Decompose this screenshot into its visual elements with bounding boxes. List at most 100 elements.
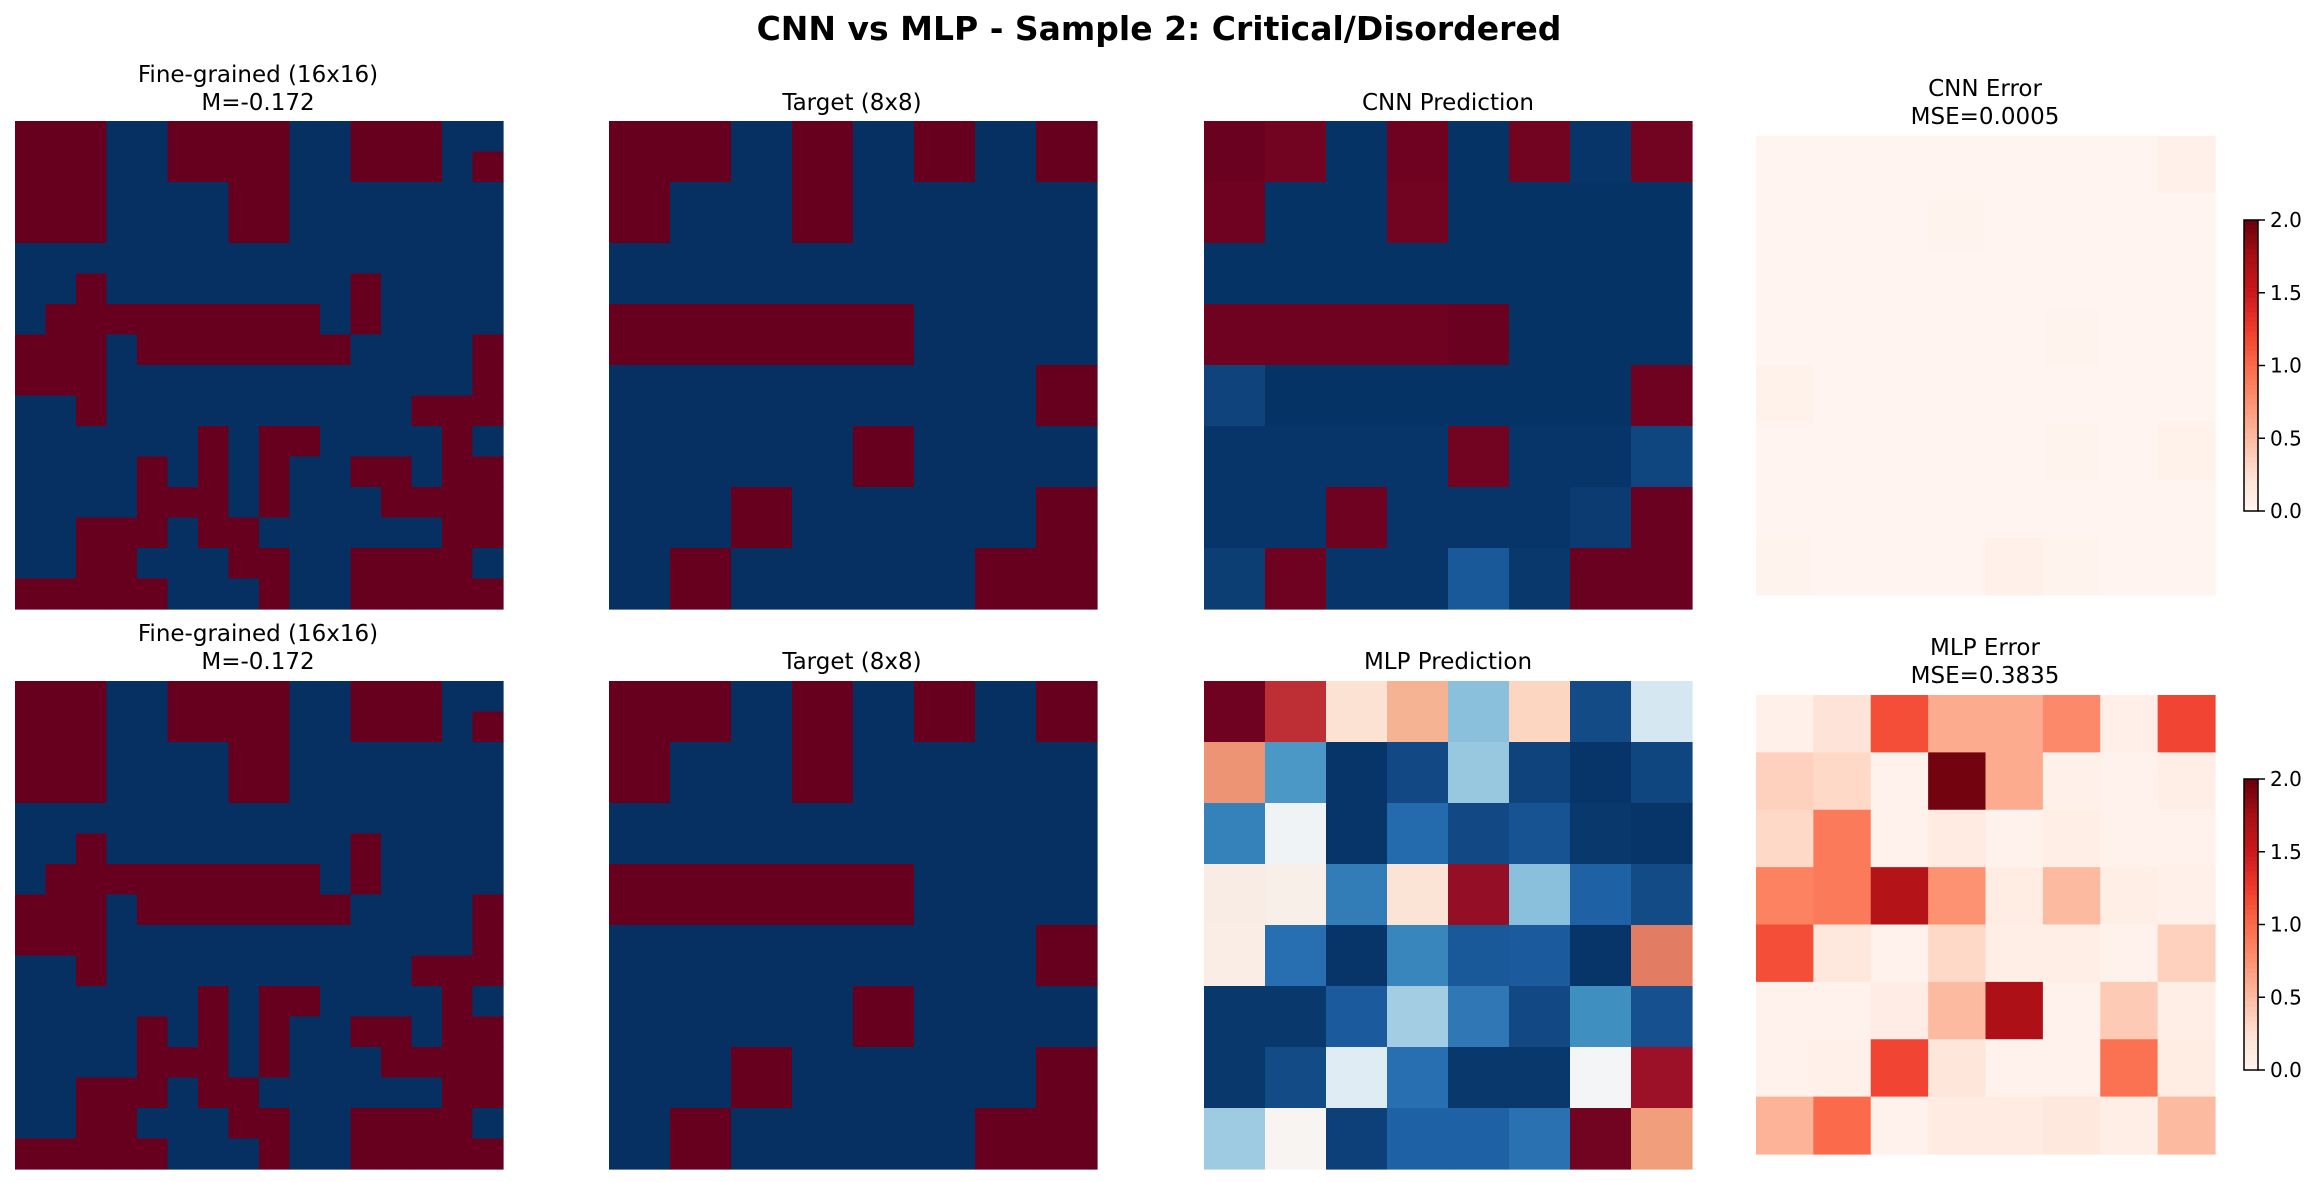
heatmap-cell bbox=[1756, 136, 1814, 194]
colorbar-tick-label: 0.5 bbox=[2270, 426, 2302, 450]
heatmap-cell bbox=[1387, 1108, 1449, 1170]
heatmap-cell bbox=[167, 151, 199, 183]
colorbar-segment bbox=[2244, 808, 2258, 814]
heatmap-cell bbox=[853, 864, 915, 926]
heatmap-cell bbox=[442, 681, 474, 713]
heatmap-cell bbox=[914, 121, 976, 183]
heatmap-cell bbox=[259, 864, 291, 896]
heatmap-cell bbox=[472, 1108, 504, 1140]
heatmap-cell bbox=[731, 487, 793, 549]
panel-subtitle: M=-0.172 bbox=[201, 90, 314, 116]
heatmap-cell bbox=[137, 578, 169, 610]
heatmap-cell bbox=[381, 742, 413, 774]
heatmap-cell bbox=[228, 711, 260, 743]
heatmap-cell bbox=[167, 1047, 199, 1079]
heatmap-cell bbox=[167, 833, 199, 865]
heatmap-cell bbox=[1036, 803, 1098, 865]
heatmap-cell bbox=[442, 1138, 474, 1170]
heatmap-cell bbox=[472, 151, 504, 183]
heatmap-cell bbox=[2042, 365, 2101, 424]
heatmap-cell bbox=[259, 681, 291, 713]
heatmap-cell bbox=[106, 487, 138, 519]
heatmap-grid bbox=[1756, 695, 2216, 1155]
heatmap-cell bbox=[381, 803, 413, 835]
colorbar-segment bbox=[2244, 312, 2258, 318]
heatmap-cell bbox=[914, 1047, 976, 1109]
heatmap-cell bbox=[289, 243, 321, 275]
heatmap-cell bbox=[320, 517, 352, 549]
heatmap-cell bbox=[198, 243, 230, 275]
heatmap-cell bbox=[1387, 925, 1449, 987]
heatmap-cell bbox=[259, 517, 291, 549]
colorbar-segment bbox=[2244, 1036, 2258, 1042]
heatmap-cell bbox=[106, 121, 138, 153]
heatmap-cell bbox=[1756, 193, 1814, 252]
heatmap-cell bbox=[472, 1016, 504, 1048]
heatmap-cell bbox=[167, 426, 199, 458]
heatmap-cell bbox=[975, 487, 1037, 549]
heatmap-cell bbox=[320, 212, 352, 244]
heatmap-cell bbox=[76, 212, 108, 244]
heatmap-cell bbox=[137, 955, 169, 987]
heatmap-cell bbox=[670, 1108, 732, 1170]
heatmap-cell bbox=[137, 1138, 169, 1170]
colorbar-segment bbox=[2244, 1006, 2258, 1013]
heatmap-cell bbox=[1570, 548, 1632, 610]
heatmap-cell bbox=[1985, 1096, 2044, 1155]
heatmap-cell bbox=[411, 395, 443, 427]
heatmap-cell bbox=[411, 548, 443, 580]
heatmap-cell bbox=[442, 212, 474, 244]
heatmap-cell bbox=[670, 243, 732, 305]
panel-title: CNN Prediction bbox=[1362, 90, 1534, 116]
heatmap-cell bbox=[350, 243, 382, 275]
colorbar-segment bbox=[2244, 336, 2258, 342]
heatmap-cell bbox=[411, 1138, 443, 1170]
heatmap-cell bbox=[259, 803, 291, 835]
heatmap-cell bbox=[1326, 742, 1388, 804]
heatmap-cell bbox=[1570, 1108, 1632, 1170]
heatmap-cell bbox=[289, 1016, 321, 1048]
heatmap-cell bbox=[472, 986, 504, 1018]
heatmap-grid bbox=[15, 681, 504, 1170]
heatmap-cell bbox=[137, 742, 169, 774]
heatmap-cell bbox=[106, 681, 138, 713]
heatmap-cell bbox=[1756, 308, 1814, 367]
colorbar-segment bbox=[2244, 895, 2258, 901]
heatmap-cell bbox=[1204, 681, 1266, 743]
heatmap-cell bbox=[76, 304, 108, 336]
heatmap-cell bbox=[289, 833, 321, 865]
colorbar-segment bbox=[2244, 905, 2258, 911]
colorbar-segment bbox=[2244, 380, 2258, 386]
heatmap-cell bbox=[1756, 924, 1814, 983]
heatmap-cell bbox=[167, 334, 199, 366]
heatmap-cell bbox=[1985, 422, 2044, 481]
heatmap-cell bbox=[106, 772, 138, 804]
heatmap-cell bbox=[442, 986, 474, 1018]
heatmap-cell bbox=[106, 1016, 138, 1048]
colorbar-segment bbox=[2244, 370, 2258, 376]
heatmap-cell bbox=[350, 1077, 382, 1109]
heatmap-cell bbox=[609, 182, 671, 244]
heatmap-cell bbox=[2100, 1096, 2159, 1155]
heatmap-cell bbox=[45, 894, 77, 926]
colorbar-segment bbox=[2244, 924, 2258, 930]
heatmap-cell bbox=[198, 121, 230, 153]
colorbar-segment bbox=[2244, 890, 2258, 896]
heatmap-cell bbox=[411, 243, 443, 275]
heatmap-cell bbox=[106, 426, 138, 458]
heatmap-cell bbox=[1813, 981, 1872, 1040]
heatmap-cell bbox=[198, 365, 230, 397]
colorbar-segment bbox=[2244, 1050, 2258, 1057]
heatmap-cell bbox=[15, 273, 47, 305]
heatmap-cell bbox=[15, 182, 47, 214]
heatmap-cell bbox=[350, 1047, 382, 1079]
heatmap-cell bbox=[1265, 365, 1327, 427]
heatmap-cell bbox=[1204, 925, 1266, 987]
heatmap-cell bbox=[2042, 1096, 2101, 1155]
heatmap-cell bbox=[228, 1016, 260, 1048]
heatmap-cell bbox=[381, 365, 413, 397]
heatmap-cell bbox=[1448, 803, 1510, 865]
heatmap-cell bbox=[411, 1047, 443, 1079]
heatmap-cell bbox=[76, 1047, 108, 1079]
heatmap-cell bbox=[1928, 308, 1987, 367]
